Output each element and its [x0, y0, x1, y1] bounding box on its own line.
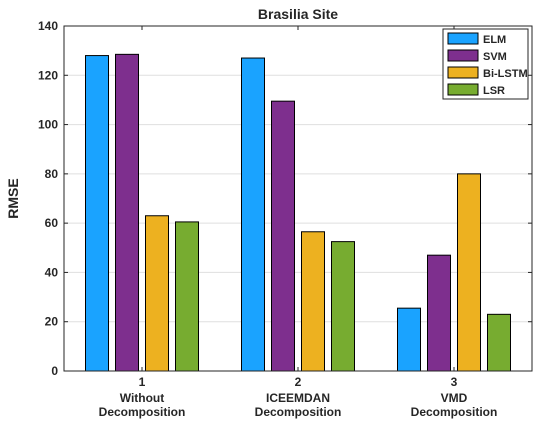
bar-elm-1: [85, 55, 109, 372]
x-category-label: ICEEMDAN: [266, 391, 330, 405]
legend-label: Bi-LSTM: [483, 68, 528, 80]
x-category-label: VMD: [441, 391, 468, 405]
y-tick-label: 0: [51, 364, 58, 378]
bar-bi-lstm-2: [301, 231, 325, 372]
y-axis-label: RMSE: [5, 178, 21, 218]
legend-label: ELM: [483, 34, 506, 46]
x-tick-label: 3: [451, 375, 458, 389]
y-axis: 0 20 40 60 80 100 120 140: [38, 19, 532, 378]
bar-bi-lstm-3: [457, 173, 481, 372]
bar-elm-2: [241, 57, 265, 372]
x-category-label: Without: [120, 391, 165, 405]
x-category-label: Decomposition: [99, 405, 186, 419]
bar-bi-lstm-1: [145, 215, 169, 372]
bar-elm-3: [397, 307, 421, 372]
bar-lsr-1: [175, 221, 199, 372]
legend-swatch: [447, 66, 479, 79]
x-category-label: Decomposition: [255, 405, 342, 419]
legend-label: SVM: [483, 51, 507, 63]
y-tick-label: 120: [38, 68, 58, 82]
y-tick-label: 20: [45, 315, 59, 329]
y-tick-label: 80: [45, 167, 59, 181]
legend-swatch: [447, 32, 479, 45]
x-category-label: Decomposition: [411, 405, 498, 419]
x-tick-label: 1: [139, 375, 146, 389]
bar-lsr-2: [331, 241, 355, 372]
legend-swatch: [447, 83, 479, 96]
x-axis: 1WithoutDecomposition2ICEEMDANDecomposit…: [99, 26, 498, 419]
bar-svm-1: [115, 53, 139, 372]
bar-lsr-3: [487, 313, 511, 372]
bar-svm-2: [271, 100, 295, 372]
legend-label: LSR: [483, 85, 505, 97]
chart-title: Brasilia Site: [258, 6, 338, 22]
y-tick-label: 140: [38, 19, 58, 33]
y-tick-label: 60: [45, 216, 59, 230]
x-tick-label: 2: [295, 375, 302, 389]
bar-svm-3: [427, 254, 451, 372]
legend: ELM SVM Bi-LSTM LSR: [442, 28, 529, 100]
y-tick-label: 100: [38, 118, 58, 132]
legend-swatch: [447, 49, 479, 62]
y-tick-label: 40: [45, 265, 59, 279]
